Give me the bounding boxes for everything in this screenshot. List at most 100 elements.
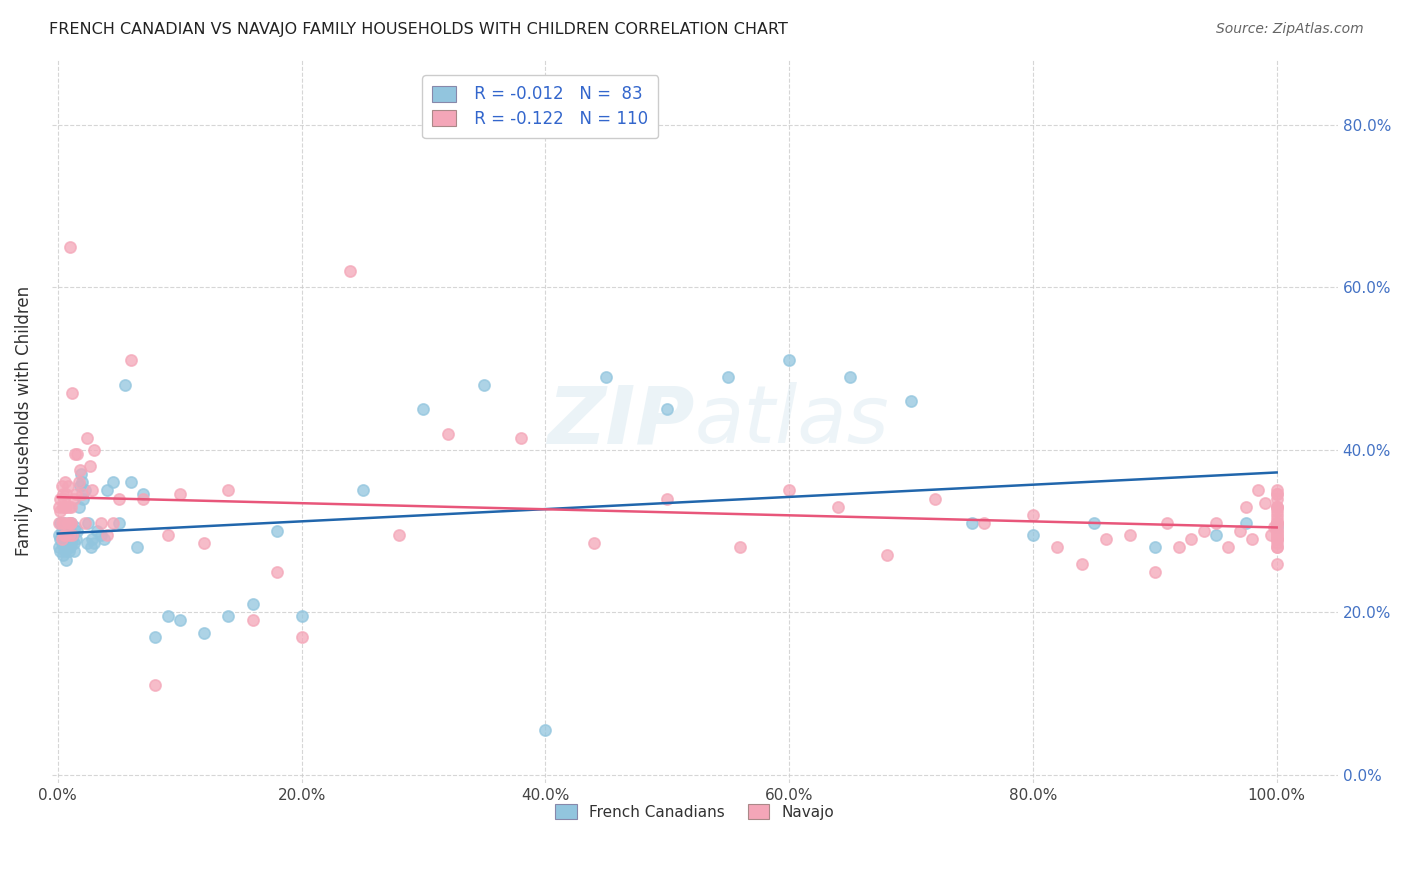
Point — [56, 541, 79, 555]
Point — [96, 483, 118, 498]
Point — [52, 487, 75, 501]
Point — [59, 239, 82, 253]
Point — [52, 500, 75, 514]
Point — [51, 532, 73, 546]
Point — [120, 353, 142, 368]
Point — [56, 520, 79, 534]
Point — [55, 500, 77, 514]
Point — [1265, 532, 1288, 546]
Point — [1265, 532, 1288, 546]
Point — [55, 536, 77, 550]
Point — [1263, 520, 1285, 534]
Point — [49, 504, 72, 518]
Point — [56, 479, 79, 493]
Point — [80, 532, 103, 546]
Point — [73, 483, 96, 498]
Point — [1253, 495, 1275, 509]
Point — [1022, 528, 1045, 542]
Point — [62, 532, 84, 546]
Point — [60, 516, 83, 530]
Point — [1265, 491, 1288, 506]
Point — [67, 500, 90, 514]
Point — [125, 541, 148, 555]
Point — [52, 528, 75, 542]
Point — [49, 532, 72, 546]
Point — [1265, 520, 1288, 534]
Point — [73, 516, 96, 530]
Point — [51, 479, 73, 493]
Point — [1119, 528, 1142, 542]
Point — [76, 536, 98, 550]
Point — [291, 609, 314, 624]
Point — [778, 353, 800, 368]
Point — [55, 487, 77, 501]
Point — [1205, 528, 1227, 542]
Point — [218, 609, 240, 624]
Point — [114, 377, 136, 392]
Point — [1095, 532, 1118, 546]
Point — [412, 402, 434, 417]
Point — [77, 516, 100, 530]
Point — [1265, 500, 1288, 514]
Point — [62, 528, 84, 542]
Point — [53, 544, 76, 558]
Point — [1241, 532, 1264, 546]
Point — [1265, 487, 1288, 501]
Point — [1229, 524, 1251, 538]
Point — [1265, 516, 1288, 530]
Point — [717, 369, 740, 384]
Point — [89, 528, 111, 542]
Point — [1265, 541, 1288, 555]
Point — [1168, 541, 1191, 555]
Point — [51, 528, 73, 542]
Point — [657, 491, 679, 506]
Point — [1083, 516, 1105, 530]
Point — [1192, 524, 1215, 538]
Point — [1265, 500, 1288, 514]
Point — [93, 532, 115, 546]
Point — [193, 536, 215, 550]
Point — [510, 431, 533, 445]
Point — [132, 487, 155, 501]
Point — [76, 431, 98, 445]
Point — [973, 516, 995, 530]
Point — [62, 544, 84, 558]
Point — [48, 541, 70, 555]
Point — [80, 541, 103, 555]
Point — [58, 528, 80, 542]
Point — [69, 479, 91, 493]
Point — [1234, 500, 1257, 514]
Point — [876, 549, 898, 563]
Point — [242, 597, 264, 611]
Point — [83, 442, 105, 457]
Point — [52, 536, 75, 550]
Point — [1265, 541, 1288, 555]
Point — [52, 491, 75, 506]
Point — [63, 447, 86, 461]
Point — [291, 630, 314, 644]
Point — [388, 528, 411, 542]
Point — [120, 475, 142, 490]
Point — [156, 528, 179, 542]
Point — [1265, 528, 1288, 542]
Point — [60, 516, 83, 530]
Point — [48, 500, 70, 514]
Point — [101, 516, 124, 530]
Point — [49, 544, 72, 558]
Point — [1265, 508, 1288, 522]
Point — [1046, 541, 1069, 555]
Point — [1265, 516, 1288, 530]
Point — [900, 394, 922, 409]
Point — [65, 487, 87, 501]
Point — [86, 524, 108, 538]
Point — [58, 500, 80, 514]
Point — [1265, 516, 1288, 530]
Point — [143, 678, 166, 692]
Point — [1265, 524, 1288, 538]
Point — [96, 528, 118, 542]
Point — [156, 609, 179, 624]
Point — [242, 614, 264, 628]
Point — [62, 491, 84, 506]
Point — [1265, 520, 1288, 534]
Point — [1265, 504, 1288, 518]
